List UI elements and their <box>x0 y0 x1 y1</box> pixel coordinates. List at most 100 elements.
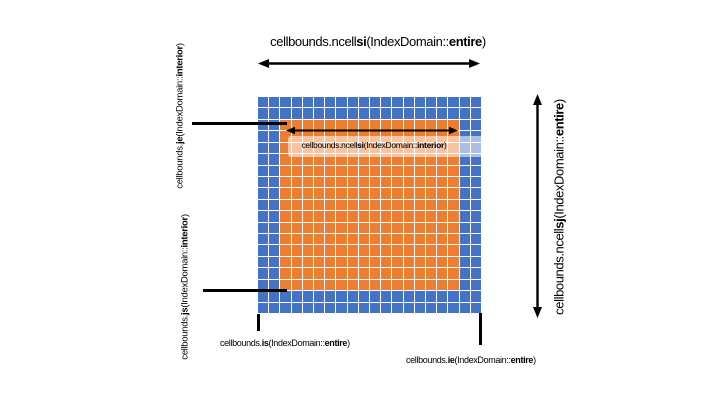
interior-cell <box>325 176 336 188</box>
halo-cell <box>280 291 291 302</box>
interior-cell <box>448 119 459 131</box>
halo-cell <box>459 279 470 291</box>
interior-cell <box>347 268 358 279</box>
interior-cell <box>425 279 437 291</box>
interior-cell <box>403 245 414 256</box>
interior-cell <box>425 211 437 222</box>
interior-cell <box>325 222 336 234</box>
halo-cell <box>347 97 358 108</box>
halo-cell <box>470 222 481 234</box>
interior-cell <box>358 211 369 222</box>
halo-cell <box>459 188 470 199</box>
interior-cell <box>325 268 336 279</box>
interior-cell <box>358 279 369 291</box>
label-ncellsi-entire: cellbounds.ncellsi(IndexDomain::entire) <box>270 34 486 49</box>
interior-cell <box>369 222 381 234</box>
interior-cell <box>302 245 313 256</box>
halo-cell <box>459 176 470 188</box>
interior-cell <box>280 222 291 234</box>
halo-cell <box>369 108 381 119</box>
interior-cell <box>425 268 437 279</box>
halo-cell <box>258 211 269 222</box>
interior-cell <box>325 119 336 131</box>
halo-cell <box>302 291 313 302</box>
halo-cell <box>403 291 414 302</box>
halo-cell <box>269 256 280 268</box>
interior-cell <box>437 279 448 291</box>
interior-cell <box>414 165 425 176</box>
interior-cell <box>291 188 302 199</box>
interior-extent-arrow-icon <box>286 126 458 135</box>
halo-cell <box>269 108 280 119</box>
js-pointer-line <box>203 289 287 292</box>
label-ncellsi-interior: cellbounds.ncellsi(IndexDomain::interior… <box>301 140 447 150</box>
interior-cell <box>425 188 437 199</box>
halo-cell <box>269 131 280 142</box>
interior-cell <box>369 234 381 245</box>
interior-cell <box>313 165 325 176</box>
interior-cell <box>448 256 459 268</box>
halo-cell <box>313 291 325 302</box>
halo-cell <box>459 211 470 222</box>
interior-cell <box>291 222 302 234</box>
interior-cell <box>325 188 336 199</box>
halo-cell <box>325 291 336 302</box>
interior-cell <box>336 279 347 291</box>
interior-cell <box>280 131 291 142</box>
halo-cell <box>280 108 291 119</box>
halo-cell <box>336 302 347 313</box>
halo-cell <box>392 108 403 119</box>
halo-cell <box>470 97 481 108</box>
interior-cell <box>336 165 347 176</box>
halo-cell <box>470 279 481 291</box>
interior-cell <box>392 119 403 131</box>
halo-cell <box>403 302 414 313</box>
halo-cell <box>470 199 481 211</box>
interior-cell <box>403 199 414 211</box>
halo-cell <box>470 234 481 245</box>
label-ncellsj-entire: cellbounds.ncellsj(IndexDomain::entire) <box>551 99 567 315</box>
halo-cell <box>437 108 448 119</box>
interior-cell <box>313 119 325 131</box>
halo-cell <box>358 302 369 313</box>
halo-cell <box>302 302 313 313</box>
interior-cell <box>358 165 369 176</box>
halo-cell <box>269 268 280 279</box>
interior-cell <box>369 176 381 188</box>
interior-cell <box>437 188 448 199</box>
halo-cell <box>269 199 280 211</box>
interior-cell <box>291 176 302 188</box>
interior-cell <box>313 222 325 234</box>
interior-cell <box>280 165 291 176</box>
interior-cell <box>403 119 414 131</box>
halo-cell <box>369 302 381 313</box>
interior-cell <box>381 154 392 165</box>
halo-cell <box>448 302 459 313</box>
interior-cell <box>302 165 313 176</box>
interior-cell <box>448 234 459 245</box>
halo-cell <box>425 302 437 313</box>
interior-cell <box>347 245 358 256</box>
halo-cell <box>258 154 269 165</box>
interior-cell <box>392 176 403 188</box>
halo-cell <box>358 97 369 108</box>
horizontal-extent-arrow-icon <box>258 59 480 68</box>
interior-cell <box>369 268 381 279</box>
interior-cell <box>325 165 336 176</box>
interior-cell <box>437 119 448 131</box>
interior-cell <box>381 256 392 268</box>
halo-cell <box>258 119 269 131</box>
interior-cell <box>403 279 414 291</box>
halo-cell <box>325 302 336 313</box>
cell-grid <box>258 97 481 313</box>
halo-cell <box>403 97 414 108</box>
interior-cell <box>347 211 358 222</box>
interior-cell <box>358 268 369 279</box>
label-is-entire: cellbounds.is(IndexDomain::entire) <box>220 338 350 348</box>
interior-cell <box>325 211 336 222</box>
halo-cell <box>459 165 470 176</box>
halo-cell <box>381 97 392 108</box>
interior-cell <box>369 256 381 268</box>
halo-cell <box>269 291 280 302</box>
